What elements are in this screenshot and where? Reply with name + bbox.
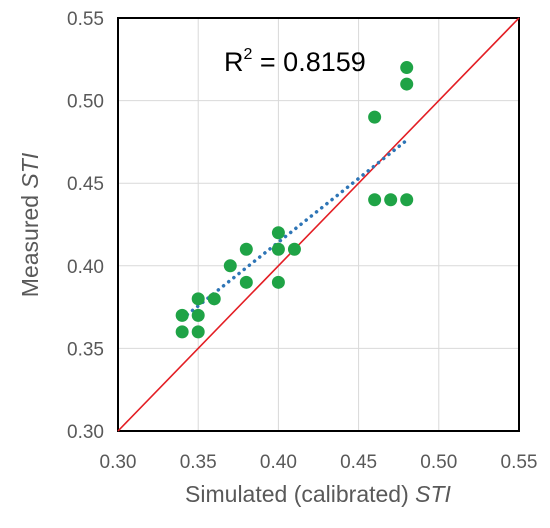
data-point	[191, 292, 205, 306]
data-point	[368, 193, 382, 207]
r-squared-value: = 0.8159	[252, 47, 365, 77]
y-tick-label: 0.50	[67, 92, 104, 113]
y-tick-label: 0.40	[67, 257, 104, 278]
identity-line	[117, 17, 520, 432]
x-tick-label: 0.35	[180, 452, 217, 473]
data-point	[271, 226, 285, 240]
x-tick-labels: 0.30 0.35 0.40 0.45 0.50 0.55	[100, 452, 538, 473]
data-point	[239, 275, 253, 289]
y-tick-label: 0.30	[67, 422, 104, 443]
x-axis-label-plain: Simulated (calibrated)	[185, 481, 415, 507]
data-point	[223, 259, 237, 273]
data-point	[400, 193, 414, 207]
data-point	[384, 193, 398, 207]
data-point	[400, 77, 414, 91]
x-tick-label: 0.50	[420, 452, 457, 473]
y-tick-label: 0.55	[67, 9, 104, 30]
data-point	[239, 242, 253, 256]
r-squared-superscript: 2	[244, 46, 253, 63]
x-axis-label-italic: STI	[415, 481, 451, 507]
y-tick-label: 0.45	[67, 174, 104, 195]
plot-frame	[117, 17, 520, 432]
r-squared-base: R	[224, 47, 244, 77]
y-axis-label-plain: Measured	[17, 189, 43, 298]
data-point	[207, 292, 221, 306]
data-points	[175, 61, 414, 339]
r-squared-annotation: R2 = 0.8159	[224, 46, 366, 77]
identity-line-group	[117, 17, 520, 432]
trendline-group	[180, 138, 409, 321]
trendline	[180, 138, 409, 321]
data-point	[400, 61, 414, 75]
y-tick-labels: 0.30 0.35 0.40 0.45 0.50 0.55	[67, 9, 104, 443]
x-tick-label: 0.40	[260, 452, 297, 473]
data-point	[175, 308, 189, 322]
y-axis-label-italic: STI	[17, 152, 43, 188]
data-point	[191, 308, 205, 322]
data-point	[287, 242, 301, 256]
x-axis-label: Simulated (calibrated) STI	[185, 481, 451, 507]
y-tick-label: 0.35	[67, 339, 104, 360]
data-point	[271, 242, 285, 256]
data-point	[271, 275, 285, 289]
data-point	[191, 325, 205, 339]
y-axis-label: Measured STI	[17, 152, 43, 297]
data-point	[175, 325, 189, 339]
x-tick-label: 0.45	[340, 452, 377, 473]
x-tick-label: 0.55	[501, 452, 538, 473]
x-tick-label: 0.30	[100, 452, 137, 473]
data-point	[368, 110, 382, 124]
